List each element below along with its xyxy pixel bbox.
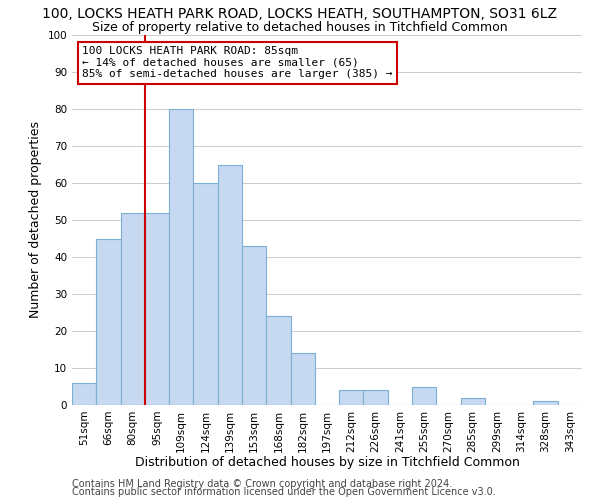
Bar [461, 398, 485, 405]
Text: 100, LOCKS HEATH PARK ROAD, LOCKS HEATH, SOUTHAMPTON, SO31 6LZ: 100, LOCKS HEATH PARK ROAD, LOCKS HEATH,… [43, 8, 557, 22]
Bar [169, 109, 193, 405]
Text: 100 LOCKS HEATH PARK ROAD: 85sqm
← 14% of detached houses are smaller (65)
85% o: 100 LOCKS HEATH PARK ROAD: 85sqm ← 14% o… [82, 46, 392, 80]
Bar [339, 390, 364, 405]
Bar [412, 386, 436, 405]
Bar [121, 212, 145, 405]
Bar [242, 246, 266, 405]
Bar [290, 353, 315, 405]
Bar [145, 212, 169, 405]
Bar [193, 183, 218, 405]
X-axis label: Distribution of detached houses by size in Titchfield Common: Distribution of detached houses by size … [134, 456, 520, 469]
Bar [72, 383, 96, 405]
Bar [364, 390, 388, 405]
Bar [96, 238, 121, 405]
Text: Contains HM Land Registry data © Crown copyright and database right 2024.: Contains HM Land Registry data © Crown c… [72, 479, 452, 489]
Y-axis label: Number of detached properties: Number of detached properties [29, 122, 42, 318]
Bar [218, 164, 242, 405]
Text: Size of property relative to detached houses in Titchfield Common: Size of property relative to detached ho… [92, 21, 508, 34]
Bar [266, 316, 290, 405]
Text: Contains public sector information licensed under the Open Government Licence v3: Contains public sector information licen… [72, 487, 496, 497]
Bar [533, 402, 558, 405]
